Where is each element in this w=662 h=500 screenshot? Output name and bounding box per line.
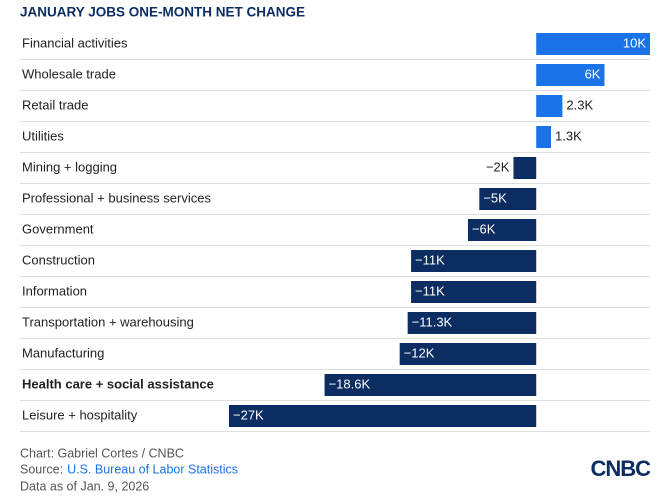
- category-label: Retail trade: [22, 97, 88, 112]
- category-label: Financial activities: [22, 35, 128, 50]
- category-label: Information: [22, 283, 87, 298]
- value-label: −11.3K: [412, 314, 453, 329]
- bar: [411, 250, 537, 272]
- bar: [513, 157, 537, 179]
- bar: [536, 95, 563, 117]
- category-label: Government: [22, 221, 94, 236]
- category-label: Leisure + hospitality: [22, 407, 138, 422]
- source-link[interactable]: U.S. Bureau of Labor Statistics: [67, 462, 238, 476]
- value-label: 6K: [585, 66, 601, 81]
- bar: [479, 188, 537, 210]
- bar: [467, 219, 537, 241]
- category-label: Utilities: [22, 128, 64, 143]
- value-label: −2K: [486, 159, 510, 174]
- category-label: Transportation + warehousing: [22, 314, 194, 329]
- bar: [407, 312, 537, 334]
- bar: [536, 126, 552, 148]
- value-label: −5K: [483, 190, 507, 205]
- credit: Chart: Gabriel Cortes / CNBC: [20, 446, 184, 460]
- bar: [324, 374, 537, 396]
- value-label: 2.3K: [566, 97, 593, 112]
- value-label: −11K: [415, 283, 445, 298]
- logo: CNBC: [590, 456, 651, 481]
- category-label: Construction: [22, 252, 95, 267]
- value-label: −12K: [404, 345, 435, 360]
- value-label: −11K: [415, 252, 445, 267]
- category-label: Mining + logging: [22, 159, 117, 174]
- category-label: Manufacturing: [22, 345, 104, 360]
- chart-title: JANUARY JOBS ONE-MONTH NET CHANGE: [20, 5, 305, 20]
- source-label: Source:: [20, 462, 63, 476]
- bar: [536, 64, 605, 86]
- bar: [399, 343, 537, 365]
- bar: [536, 33, 650, 55]
- value-label: −6K: [472, 221, 496, 236]
- value-label: 1.3K: [555, 128, 582, 143]
- value-label: −27K: [233, 407, 264, 422]
- bar: [411, 281, 537, 303]
- category-label: Professional + business services: [22, 190, 211, 205]
- value-label: −18.6K: [329, 376, 371, 391]
- category-label: Wholesale trade: [22, 66, 116, 81]
- data-date: Data as of Jan. 9, 2026: [20, 479, 149, 493]
- value-label: 10K: [623, 35, 646, 50]
- bar: [229, 405, 537, 427]
- category-label: Health care + social assistance: [22, 376, 214, 391]
